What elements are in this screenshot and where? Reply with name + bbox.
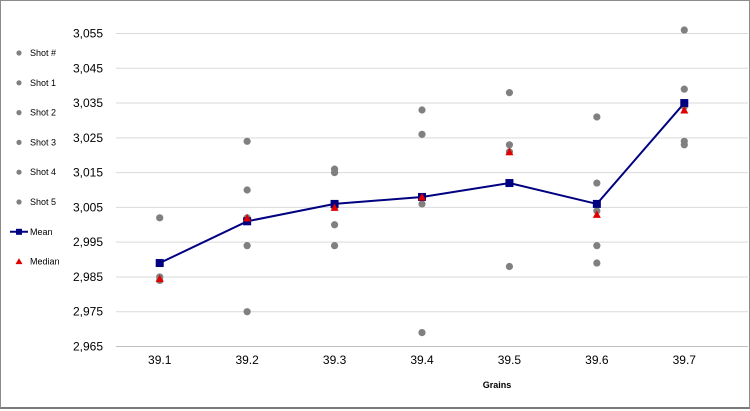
legend-swatch [16,169,22,175]
shot-point [330,221,339,229]
legend-swatch [16,228,22,235]
shot-point [418,106,426,114]
shot-point [243,308,251,316]
median-point [592,210,601,218]
y-tick-label: 3,005 [73,200,103,214]
shot-point [418,200,426,208]
x-tick-label: 39.4 [410,353,434,367]
x-axis-label: Grains [483,380,512,390]
shot-point [418,130,426,138]
x-tick-label: 39.2 [235,353,259,367]
median-point [680,106,689,114]
mean-point [505,179,514,188]
legend-swatch [15,258,23,265]
gridlines [116,33,748,347]
shot-point [505,141,514,149]
median-point [505,147,514,156]
legend-item: Shot 5 [16,197,56,207]
y-tick-label: 2,995 [73,235,103,249]
chart-marks [155,26,689,337]
mean-line [159,102,686,264]
y-tick-label: 2,975 [73,305,103,319]
legend-swatch [16,139,22,145]
legend-label: Shot 4 [30,167,56,177]
x-tick-label: 39.3 [323,353,347,367]
shot-point [680,26,688,34]
legend-item: Shot 2 [16,108,56,118]
mean-point [680,99,689,108]
shot-point [680,141,688,149]
legend-item: Mean [10,227,53,237]
legend: Shot # Shot 1 Shot 2 Shot 3 Shot 4 Shot 5 Mean… [10,48,60,267]
legend-swatch [16,50,22,56]
shot-point [330,169,339,177]
legend-label: Median [30,257,60,267]
median-point [243,213,252,222]
shot-point [505,89,514,97]
y-tick-label: 2,985 [73,270,103,284]
x-tick-label: 39.6 [585,353,609,367]
median-point [330,203,339,211]
legend-label: Shot 3 [30,137,56,147]
y-tick-label: 3,045 [73,61,103,75]
shot-point [680,85,688,93]
legend-label: Shot 5 [30,197,56,207]
shot-point [593,113,601,121]
y-tick-label: 2,965 [73,340,103,354]
mean-point [155,259,164,268]
shot-point [243,186,251,194]
shot-point [156,214,164,222]
legend-label: Shot 2 [30,108,56,118]
y-tick-label: 3,025 [73,131,103,145]
legend-swatch [16,199,22,205]
shot-point [593,259,601,267]
shot-point [593,242,601,250]
shot-point [505,262,514,271]
shot-point [418,328,426,337]
legend-item: Median [15,257,60,267]
median-point [418,192,426,201]
legend-swatch [16,110,22,116]
y-tick-label: 3,015 [73,166,103,180]
mean-point [592,199,601,208]
x-tick-label: 39.7 [673,353,697,367]
legend-item: Shot 3 [16,137,56,147]
legend-label: Shot # [30,48,56,58]
y-tick-label: 3,055 [73,27,103,41]
legend-item: Shot # [16,48,56,58]
shot-point [243,242,251,250]
y-tick-label: 3,035 [73,96,103,110]
shot-point [330,242,339,250]
legend-item: Shot 4 [16,167,56,177]
legend-label: Mean [30,227,53,237]
x-axis: 39.1 39.2 39.3 39.4 39.5 39.6 39.7 [148,353,696,367]
y-axis: 2,965 2,975 2,985 2,995 3,005 3,015 3,025 3,035… [73,27,103,354]
legend-item: Shot 1 [16,78,56,88]
legend-label: Shot 1 [30,78,56,88]
x-tick-label: 39.1 [148,353,172,367]
median-point [155,274,164,283]
shot-point [593,179,601,187]
shot-point [243,137,251,145]
x-tick-label: 39.5 [498,353,522,367]
legend-swatch [16,80,22,86]
